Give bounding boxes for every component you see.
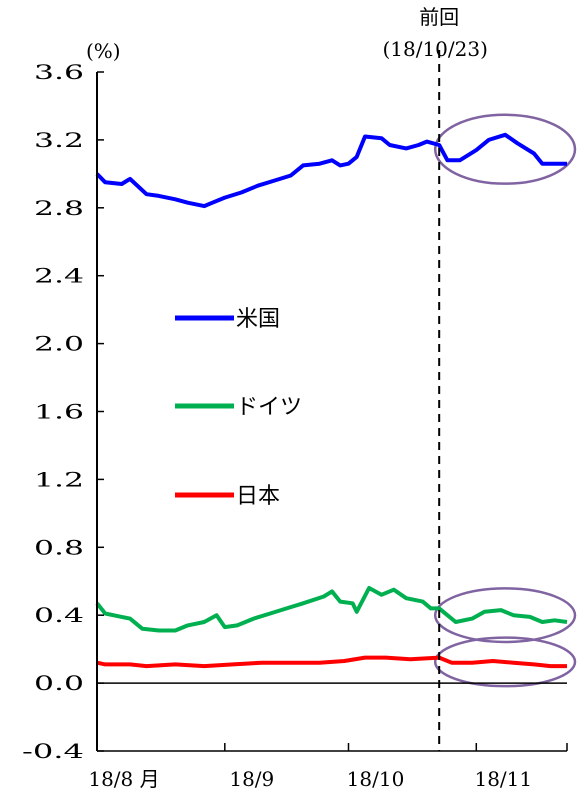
series-line-日本 — [96, 655, 567, 669]
y-tick-label: 3.6 — [34, 60, 84, 84]
y-tick-label: 2.0 — [34, 332, 84, 356]
y-tick-label: 0.8 — [34, 535, 84, 559]
x-tick-label: 18/8 月 — [88, 767, 159, 791]
y-tick-label: 1.2 — [34, 467, 84, 491]
axes: 3.6 3.2 2.8 2.4 2.0 1.6 1.2 0.8 0.4 0.0 -0.4 (%) 18/… — [22, 39, 568, 791]
legend-label-日本: 日本 — [236, 484, 280, 509]
previous-meeting-date: (18/10/23) — [382, 37, 487, 61]
legend-label-ドイツ: ドイツ — [236, 395, 302, 420]
previous-meeting-marker: 前回 (18/10/23) — [382, 5, 488, 751]
y-tick-label: -0.4 — [22, 739, 84, 763]
x-tick-label: 18/10 — [347, 767, 405, 791]
previous-meeting-label: 前回 — [419, 5, 459, 29]
y-tick-label: 2.8 — [34, 196, 84, 220]
highlight-ellipse-日本 — [433, 636, 577, 688]
y-tick-label: 3.2 — [34, 128, 84, 152]
series-lines — [95, 132, 568, 669]
y-tick-label: 0.0 — [34, 671, 84, 695]
x-tick-label: 18/9 — [229, 767, 274, 791]
highlight-ellipse-ドイツ — [433, 587, 577, 644]
legend-label-米国: 米国 — [236, 307, 280, 332]
highlight-ellipse-米国 — [433, 113, 577, 185]
y-axis-unit-label: (%) — [86, 39, 121, 63]
series-line-ドイツ — [95, 586, 568, 633]
highlight-ellipses — [433, 113, 577, 688]
y-tick-label: 1.6 — [34, 400, 84, 424]
y-tick-label: 2.4 — [34, 264, 84, 288]
x-tick-label: 18/11 — [474, 767, 532, 791]
series-line-米国 — [95, 132, 567, 209]
y-tick-label: 0.4 — [34, 603, 84, 627]
